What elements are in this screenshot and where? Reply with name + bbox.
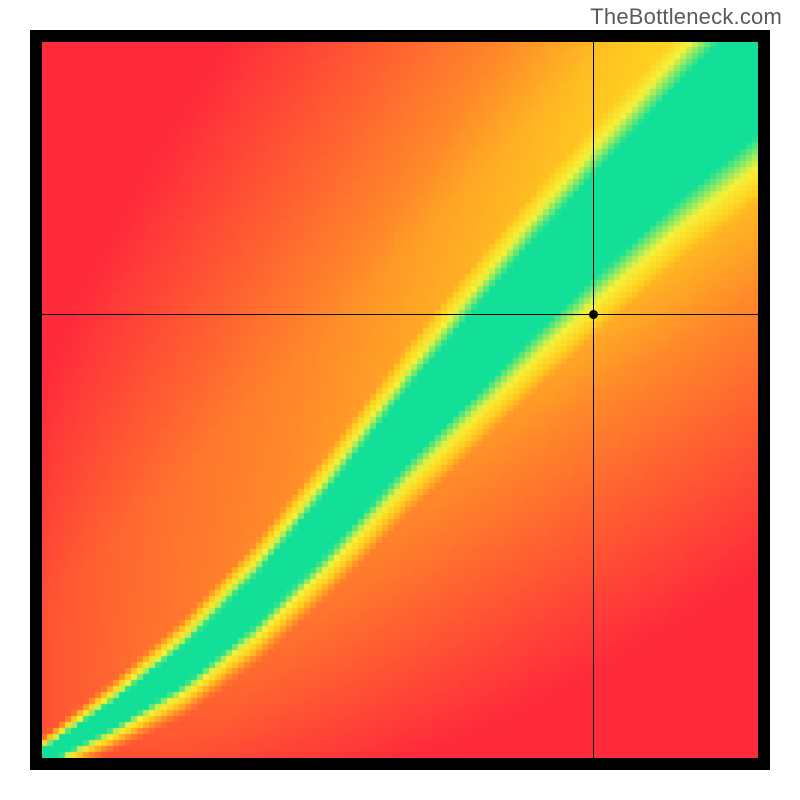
heatmap-canvas [42,42,758,758]
plot-frame [30,30,770,770]
crosshair-marker [589,310,598,319]
watermark-text: TheBottleneck.com [590,4,782,30]
crosshair-vertical [593,42,594,758]
crosshair-horizontal [42,314,758,315]
